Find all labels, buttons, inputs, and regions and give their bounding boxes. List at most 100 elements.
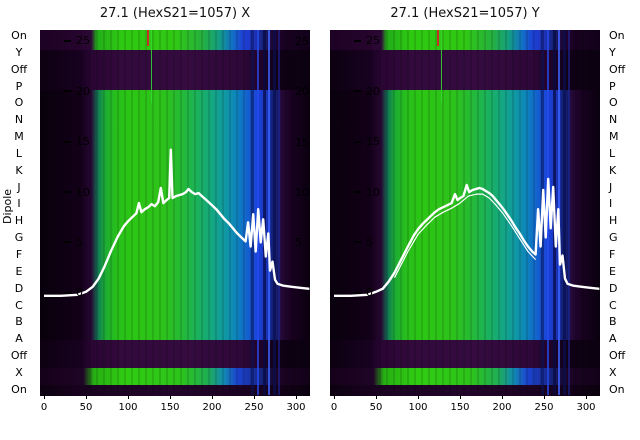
x-tick-mark bbox=[502, 395, 503, 399]
row-label: C bbox=[15, 298, 23, 312]
y-tick-label-left: 25 bbox=[64, 34, 90, 48]
row-label: I bbox=[17, 197, 21, 211]
row-label: A bbox=[609, 332, 617, 346]
y-tick-mark bbox=[354, 241, 361, 244]
row-label: On bbox=[11, 382, 27, 396]
row-label: D bbox=[609, 281, 618, 295]
plot-area-y: 25 20 15 10 5 0 bbox=[330, 30, 600, 396]
heatmap-stripe bbox=[567, 30, 570, 395]
row-label: B bbox=[15, 315, 23, 329]
x-tick-label: 0 bbox=[330, 402, 338, 413]
y-tick-mark bbox=[64, 90, 71, 93]
heatmap-band bbox=[40, 367, 310, 386]
x-tick-label: 250 bbox=[534, 402, 554, 413]
y-tick-mark bbox=[64, 140, 71, 143]
y-tick-text: 15 bbox=[366, 135, 380, 149]
row-labels-right: On Y Off P O N M L K J I H G F E D C B A Off X On bbox=[606, 30, 640, 396]
row-label: N bbox=[609, 113, 618, 127]
heatmap-stripe bbox=[147, 30, 149, 47]
row-label: Y bbox=[15, 45, 23, 59]
row-label: K bbox=[609, 163, 617, 177]
x-tick-label: 0 bbox=[40, 402, 48, 413]
row-label: G bbox=[609, 231, 618, 245]
row-label: Off bbox=[10, 349, 28, 363]
y-tick-text: 25 bbox=[76, 34, 90, 48]
y-tick-mark bbox=[64, 291, 71, 294]
x-tick-label: 300 bbox=[286, 402, 306, 413]
row-label: E bbox=[15, 264, 23, 278]
y-tick-text: 5 bbox=[76, 235, 83, 249]
heatmap-plot-x: 25 20 15 10 5 0 25 20 15 10 5 0 50 100 150 200 250 300 bbox=[40, 30, 310, 413]
y-tick-label-left: 20 bbox=[354, 85, 380, 98]
signal-trace bbox=[44, 148, 310, 297]
heatmap-stripe bbox=[562, 30, 566, 395]
x-tick-mark bbox=[86, 395, 87, 399]
plot-title-y: 27.1 (HexS21=1057) Y bbox=[390, 6, 540, 21]
row-labels-left: On Y Off P O N M L K J I H G F E D C B A Off X On bbox=[4, 30, 34, 396]
row-label: B bbox=[609, 315, 617, 329]
y-tick-text: 5 bbox=[366, 235, 373, 249]
y-tick-mark bbox=[64, 191, 71, 194]
heatmap-stripe bbox=[268, 30, 271, 395]
x-tick-label: 200 bbox=[492, 402, 512, 413]
y-tick-label-left: 15 bbox=[64, 135, 90, 148]
x-tick-mark bbox=[128, 395, 129, 399]
heatmap-stripe bbox=[250, 30, 254, 395]
x-tick-label: 250 bbox=[244, 402, 264, 413]
row-label: On bbox=[609, 29, 625, 42]
row-label: P bbox=[609, 79, 616, 93]
x-tick-label: 300 bbox=[576, 402, 596, 413]
y-tick-label-right: 25 bbox=[295, 34, 309, 48]
row-label: O bbox=[609, 96, 618, 110]
y-tick-label-left: 0 bbox=[354, 286, 373, 299]
y-tick-text: 20 bbox=[76, 84, 90, 98]
row-label: J bbox=[609, 180, 613, 194]
heatmap-stripe bbox=[277, 30, 280, 395]
x-tick-mark bbox=[44, 395, 45, 399]
row-label: Off bbox=[609, 62, 626, 76]
row-label: O bbox=[14, 96, 24, 110]
x-tick-mark bbox=[586, 395, 587, 399]
row-label: H bbox=[609, 214, 618, 228]
y-tick-label-left: 10 bbox=[64, 185, 90, 199]
y-tick-text: 10 bbox=[76, 185, 90, 199]
y-tick-label-left: 20 bbox=[64, 84, 90, 98]
heatmap-stripe bbox=[150, 30, 153, 103]
x-tick-label: 150 bbox=[450, 402, 470, 413]
heatmap-stripe bbox=[437, 30, 439, 47]
heatmap-band bbox=[330, 367, 600, 386]
row-label: N bbox=[14, 113, 24, 127]
y-tick-label-right: 10 bbox=[295, 186, 309, 200]
signal-line bbox=[393, 193, 537, 278]
row-label: On bbox=[11, 29, 27, 42]
y-tick-mark bbox=[354, 90, 361, 93]
y-tick-label-left: 5 bbox=[64, 235, 83, 249]
y-tick-label-right: 15 bbox=[295, 135, 309, 149]
x-tick-label: 150 bbox=[160, 402, 180, 413]
row-label: On bbox=[609, 382, 625, 396]
row-label: G bbox=[14, 231, 24, 245]
x-tick-mark bbox=[460, 395, 461, 399]
x-tick-mark bbox=[296, 395, 297, 399]
y-tick-text: 0 bbox=[76, 286, 83, 300]
row-label: E bbox=[609, 264, 616, 278]
row-label: L bbox=[15, 146, 23, 160]
row-label: J bbox=[17, 180, 21, 194]
y-tick-label-right: 5 bbox=[295, 236, 302, 250]
x-tick-label: 100 bbox=[118, 402, 138, 413]
row-label: F bbox=[15, 247, 23, 261]
x-tick-label: 100 bbox=[408, 402, 428, 413]
y-tick-mark bbox=[354, 191, 361, 194]
x-tick-label: 50 bbox=[369, 402, 383, 413]
x-tick-mark bbox=[544, 395, 545, 399]
x-axis-x: 0 50 100 150 200 250 300 bbox=[40, 395, 310, 425]
signal-line bbox=[334, 177, 600, 297]
x-tick-label: 50 bbox=[79, 402, 93, 413]
row-label: M bbox=[14, 130, 24, 144]
heatmap-stripe bbox=[272, 30, 276, 395]
row-label: K bbox=[15, 163, 23, 177]
row-label: A bbox=[15, 332, 23, 346]
y-tick-text: 10 bbox=[366, 185, 380, 199]
heatmap-plot-y: 25 20 15 10 5 0 0 50 100 150 200 250 300 bbox=[330, 30, 600, 413]
y-tick-label-right: 20 bbox=[295, 85, 309, 99]
